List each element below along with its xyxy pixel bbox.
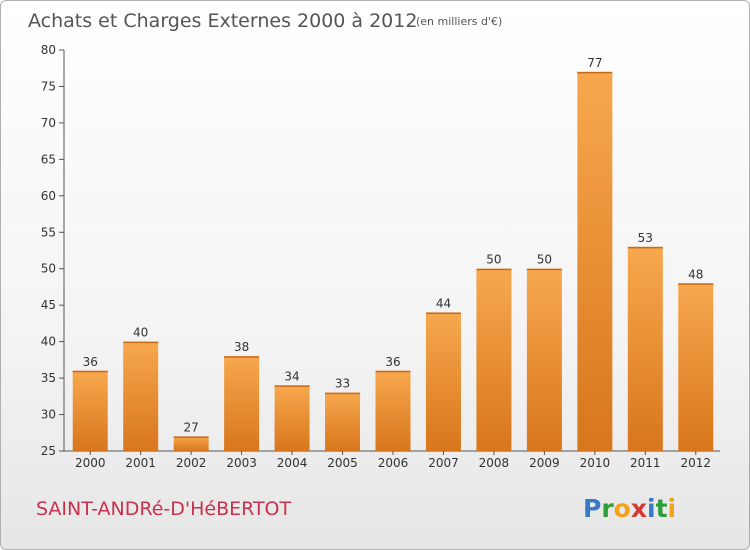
data-label: 27 bbox=[184, 420, 199, 434]
bar-cap bbox=[72, 370, 108, 373]
bar-cap bbox=[476, 268, 512, 271]
bar bbox=[526, 268, 562, 451]
y-tick-label: 70 bbox=[41, 116, 56, 130]
data-label: 34 bbox=[284, 369, 299, 383]
bar-cap bbox=[224, 356, 260, 358]
logo-letter: i bbox=[668, 494, 677, 523]
data-label: 33 bbox=[335, 377, 350, 391]
data-label: 50 bbox=[537, 253, 552, 267]
bar-cap bbox=[123, 341, 159, 344]
bar-cap bbox=[375, 370, 411, 373]
bar-cap bbox=[325, 392, 361, 395]
x-tick-label: 2006 bbox=[378, 456, 409, 470]
y-tick-label: 30 bbox=[41, 408, 56, 422]
data-label: 36 bbox=[83, 355, 98, 369]
x-tick-label: 2000 bbox=[75, 456, 106, 470]
bar bbox=[274, 385, 310, 451]
logo-letter: i bbox=[647, 494, 656, 523]
logo-letter: x bbox=[631, 494, 647, 523]
y-tick-label: 75 bbox=[41, 79, 56, 93]
logo-letter: o bbox=[614, 494, 631, 523]
bar bbox=[425, 312, 461, 451]
data-label: 53 bbox=[638, 231, 653, 245]
x-tick-label: 2007 bbox=[428, 456, 459, 470]
bar bbox=[72, 370, 108, 451]
proxiti-logo: Proxiti bbox=[583, 494, 676, 523]
y-tick-label: 65 bbox=[41, 152, 56, 166]
data-label: 36 bbox=[385, 355, 400, 369]
logo-letter: t bbox=[656, 494, 668, 523]
chart-unit: (en milliers d'€) bbox=[416, 15, 502, 28]
bar-cap bbox=[173, 436, 209, 438]
bar-cap bbox=[577, 71, 613, 74]
x-tick-label: 2010 bbox=[580, 456, 611, 470]
data-label: 40 bbox=[133, 326, 148, 340]
bar bbox=[476, 268, 512, 451]
y-tick-label: 35 bbox=[41, 371, 56, 385]
x-tick-label: 2011 bbox=[630, 456, 661, 470]
bar bbox=[173, 436, 209, 451]
bar bbox=[678, 283, 714, 451]
bar bbox=[577, 71, 613, 451]
data-label: 50 bbox=[486, 253, 501, 267]
bar bbox=[627, 246, 663, 451]
city-name: SAINT-ANDRé-D'HéBERTOT bbox=[36, 498, 292, 520]
bar bbox=[325, 392, 361, 451]
y-tick-label: 45 bbox=[41, 298, 56, 312]
x-tick-label: 2003 bbox=[226, 456, 257, 470]
data-label: 38 bbox=[234, 340, 249, 354]
x-tick-label: 2005 bbox=[327, 456, 358, 470]
y-tick-label: 60 bbox=[41, 189, 56, 203]
x-tick-label: 2008 bbox=[479, 456, 510, 470]
x-tick-label: 2009 bbox=[529, 456, 560, 470]
x-tick-label: 2001 bbox=[125, 456, 156, 470]
data-label: 44 bbox=[436, 296, 451, 310]
y-tick-label: 55 bbox=[41, 225, 56, 239]
data-label: 77 bbox=[587, 56, 602, 70]
y-tick-label: 80 bbox=[41, 43, 56, 57]
axes: 25 30 35 40 45 50 55 60 65 70 75 80 2000 2001 2002 2003… bbox=[41, 43, 720, 470]
x-tick-label: 2004 bbox=[277, 456, 308, 470]
bar-cap bbox=[274, 385, 310, 387]
bar bbox=[123, 341, 159, 451]
bars: 36 40 27 38 34 33 36 44 50 50 77 53 48 bbox=[72, 56, 714, 451]
logo-letter: r bbox=[601, 494, 614, 523]
y-tick-label: 40 bbox=[41, 335, 56, 349]
bar-cap bbox=[526, 268, 562, 271]
logo-letter: P bbox=[583, 494, 601, 523]
y-tick-label: 25 bbox=[41, 444, 56, 458]
bar bbox=[375, 370, 411, 451]
y-tick-label: 50 bbox=[41, 262, 56, 276]
data-label: 48 bbox=[688, 267, 703, 281]
x-tick-label: 2002 bbox=[176, 456, 207, 470]
bar-cap bbox=[678, 283, 714, 285]
bar-cap bbox=[627, 246, 663, 249]
bar bbox=[224, 356, 260, 451]
bar-cap bbox=[425, 312, 461, 314]
chart-title: Achats et Charges Externes 2000 à 2012 bbox=[28, 10, 417, 32]
x-tick-label: 2012 bbox=[680, 456, 711, 470]
